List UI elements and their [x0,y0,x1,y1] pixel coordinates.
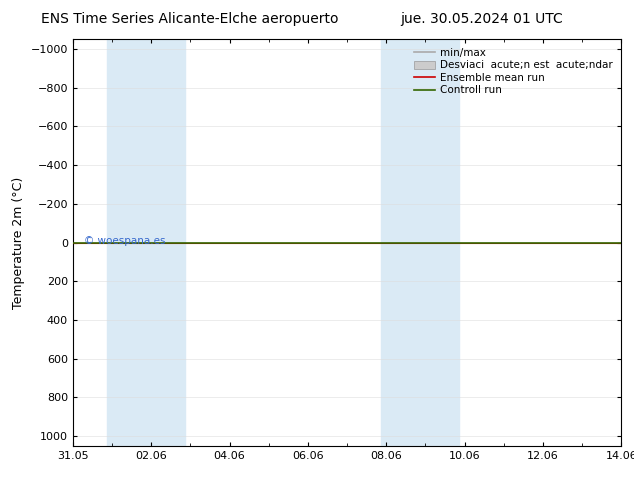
Bar [107,39,185,446]
Y-axis label: Temperature 2m (°C): Temperature 2m (°C) [12,176,25,309]
Text: jue. 30.05.2024 01 UTC: jue. 30.05.2024 01 UTC [401,12,563,26]
Legend: min/max, Desviaci  acute;n est  acute;ndar, Ensemble mean run, Controll run: min/max, Desviaci acute;n est acute;ndar… [411,45,616,98]
Text: ENS Time Series Alicante-Elche aeropuerto: ENS Time Series Alicante-Elche aeropuert… [41,12,339,26]
Bar [381,39,459,446]
Text: © woespana.es: © woespana.es [84,236,165,245]
